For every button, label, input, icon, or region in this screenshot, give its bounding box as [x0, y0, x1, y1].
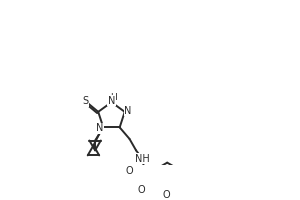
- Text: N: N: [108, 96, 115, 106]
- Text: S: S: [83, 96, 89, 106]
- Text: NH: NH: [135, 154, 150, 164]
- Text: O: O: [126, 166, 133, 176]
- Text: H: H: [110, 93, 116, 102]
- Text: O: O: [163, 190, 170, 200]
- Text: O: O: [137, 185, 145, 195]
- Text: N: N: [96, 123, 104, 133]
- Text: N: N: [124, 106, 132, 116]
